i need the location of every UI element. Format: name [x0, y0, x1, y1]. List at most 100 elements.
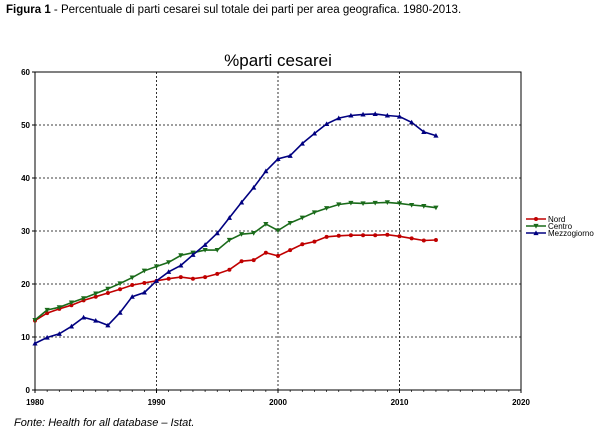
y-tick-label: 40	[21, 174, 30, 183]
y-tick-label: 50	[21, 121, 30, 130]
data-point-mezzogiorno	[153, 278, 160, 283]
legend-label-nord: Nord	[548, 215, 565, 224]
data-point-centro	[117, 281, 123, 287]
data-point-nord	[203, 275, 208, 280]
data-point-nord	[361, 233, 366, 238]
data-point-centro	[166, 260, 172, 265]
data-point-nord	[227, 267, 232, 272]
data-point-nord	[409, 236, 414, 241]
x-tick-label: 1990	[148, 398, 166, 407]
x-tick-label: 2020	[512, 398, 530, 407]
data-point-centro	[299, 215, 305, 221]
data-point-nord	[263, 250, 268, 255]
data-point-centro	[311, 210, 318, 216]
legend-item-mezzogiorno: Mezzogiorno	[526, 229, 594, 238]
data-point-nord	[300, 242, 305, 247]
data-point-mezzogiorno	[68, 323, 75, 329]
data-point-centro	[336, 202, 342, 208]
series-centro	[32, 200, 439, 323]
series-mezzogiorno	[32, 111, 439, 346]
data-point-centro	[372, 200, 378, 206]
data-point-mezzogiorno	[214, 230, 220, 236]
data-point-nord	[69, 303, 74, 308]
legend-marker-nord	[534, 217, 538, 221]
data-point-mezzogiorno	[226, 215, 232, 220]
data-point-nord	[93, 294, 98, 299]
data-point-mezzogiorno	[372, 111, 378, 116]
chart-title: %parti cesarei	[224, 51, 332, 70]
data-point-centro	[44, 307, 50, 313]
data-point-centro	[275, 228, 281, 234]
data-point-mezzogiorno	[275, 156, 281, 161]
data-point-nord	[239, 259, 244, 264]
data-point-mezzogiorno	[178, 262, 184, 268]
data-point-mezzogiorno	[263, 168, 269, 174]
data-point-centro	[226, 237, 232, 243]
legend-item-centro: Centro	[526, 222, 573, 231]
series-group	[32, 111, 439, 346]
data-point-mezzogiorno	[141, 289, 147, 295]
data-point-centro	[153, 264, 160, 270]
data-point-mezzogiorno	[56, 331, 62, 336]
data-point-nord	[166, 276, 171, 281]
y-tick-label: 20	[21, 280, 30, 289]
data-point-mezzogiorno	[311, 130, 318, 136]
figure-caption-text: - Percentuale di parti cesarei sul total…	[50, 4, 462, 16]
x-tick-label: 2010	[391, 398, 409, 407]
data-point-centro	[324, 206, 330, 211]
data-point-centro	[396, 201, 403, 207]
data-point-centro	[287, 220, 293, 226]
data-point-mezzogiorno	[129, 294, 135, 299]
data-point-centro	[360, 201, 366, 207]
series-line-centro	[34, 201, 437, 321]
legend-marker-mezzogiorno	[533, 230, 539, 236]
data-point-centro	[68, 300, 75, 306]
data-point-centro	[348, 200, 354, 206]
data-point-mezzogiorno	[324, 121, 330, 127]
data-point-centro	[238, 232, 245, 237]
data-point-centro	[421, 204, 427, 209]
data-point-centro	[178, 253, 184, 258]
data-point-mezzogiorno	[44, 334, 50, 340]
data-point-centro	[32, 317, 38, 323]
data-point-mezzogiorno	[81, 314, 87, 320]
data-point-nord	[142, 280, 147, 285]
data-point-nord	[178, 275, 183, 280]
data-point-mezzogiorno	[202, 242, 208, 247]
data-point-mezzogiorno	[287, 153, 293, 158]
data-point-centro	[433, 205, 439, 211]
data-point-centro	[384, 200, 390, 205]
data-point-centro	[93, 291, 99, 297]
data-point-nord	[324, 234, 329, 239]
data-point-nord	[288, 248, 293, 253]
data-point-centro	[214, 248, 220, 253]
data-point-centro	[56, 305, 62, 310]
legend-item-nord: Nord	[526, 215, 565, 224]
series-nord	[33, 232, 438, 323]
data-point-mezzogiorno	[117, 310, 123, 315]
data-point-nord	[397, 234, 402, 239]
data-point-mezzogiorno	[433, 133, 439, 138]
data-point-nord	[130, 283, 135, 288]
data-point-mezzogiorno	[238, 199, 245, 205]
data-point-centro	[202, 248, 208, 253]
legend-label-mezzogiorno: Mezzogiorno	[548, 229, 594, 238]
data-point-mezzogiorno	[105, 322, 111, 328]
data-point-nord	[276, 253, 280, 258]
data-point-centro	[141, 268, 147, 274]
axis-ticks: 0 10 20 30 40 50 60 1980 1990 2000 2010 2020	[21, 68, 530, 407]
data-point-nord	[251, 258, 256, 263]
data-point-mezzogiorno	[166, 269, 172, 274]
y-tick-label: 0	[26, 386, 31, 395]
data-point-nord	[348, 233, 353, 238]
data-point-nord	[336, 233, 341, 238]
data-point-mezzogiorno	[348, 112, 354, 118]
data-point-centro	[263, 222, 269, 227]
y-tick-label: 60	[21, 68, 30, 77]
legend-label-centro: Centro	[548, 222, 573, 231]
data-point-nord	[312, 239, 317, 244]
data-point-mezzogiorno	[336, 115, 342, 121]
figure-source: Fonte: Health for all database – Istat.	[14, 417, 195, 429]
data-point-mezzogiorno	[409, 119, 415, 125]
